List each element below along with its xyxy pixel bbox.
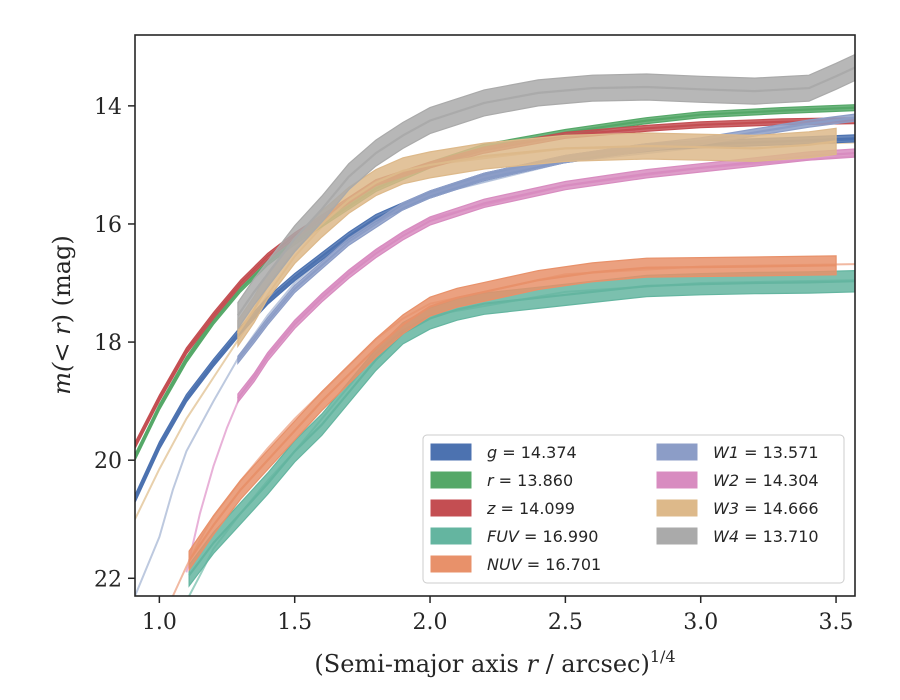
- legend-item-r: r = 13.860: [430, 471, 573, 490]
- y-axis-label: m(< r) (mag): [48, 235, 76, 395]
- x-axis-label-main: (Semi-major axis: [314, 650, 526, 678]
- series-band-w4: [237, 53, 855, 331]
- x-tick-label: 1.5: [277, 610, 312, 635]
- x-tick-label: 2.0: [413, 610, 448, 635]
- legend-item-w2: W2 = 14.304: [656, 471, 819, 490]
- legend-swatch: [430, 527, 472, 545]
- x-tick-label: 3.5: [819, 610, 854, 635]
- legend-label: FUV = 16.990: [487, 527, 598, 546]
- series-line-nuv: [188, 264, 837, 562]
- legend-item-w3: W3 = 14.666: [656, 499, 819, 518]
- legend-item-g: g = 14.374: [430, 443, 577, 462]
- legend-item-fuv: FUV = 16.990: [430, 527, 598, 546]
- plot-area: [135, 53, 855, 596]
- series-line-fuv: [188, 280, 855, 576]
- x-axis-label-var: r: [526, 650, 539, 678]
- legend-label: W4 = 13.710: [713, 527, 819, 546]
- series-line-w2: [237, 152, 855, 399]
- y-axis-ticks: 14 16 18 20 22: [94, 95, 135, 592]
- legend-label: W1 = 13.571: [713, 443, 819, 462]
- x-tick-label: 2.5: [548, 610, 583, 635]
- legend-label: W2 = 14.304: [713, 471, 819, 490]
- legend-swatch: [656, 471, 698, 489]
- series-band-nuv: [188, 255, 837, 572]
- legend-frame: [422, 434, 845, 584]
- series-band-w2: [237, 148, 855, 405]
- legend-swatch: [430, 555, 472, 573]
- x-tick-label: 3.0: [683, 610, 718, 635]
- legend: g = 14.374 r = 13.860 z = 14.099 FUV = 16.9…: [422, 434, 845, 584]
- legend-item-w4: W4 = 13.710: [656, 527, 819, 546]
- x-axis-label-exponent: 1/4: [650, 647, 676, 666]
- y-tick-label: 14: [94, 95, 122, 120]
- plot-frame: [134, 34, 856, 597]
- y-axis-label-var: < r: [48, 322, 76, 363]
- x-axis-label: (Semi-major axis r / arcsec)1/4: [314, 647, 675, 678]
- legend-label: W3 = 14.666: [713, 499, 819, 518]
- legend-swatch: [430, 443, 472, 461]
- legend-item-w1: W1 = 13.571: [656, 443, 819, 462]
- legend-label: NUV = 16.701: [487, 555, 601, 574]
- legend-swatch: [430, 471, 472, 489]
- y-tick-label: 22: [94, 567, 122, 592]
- thin-trace-w1: [135, 137, 855, 596]
- y-tick-label: 18: [94, 331, 122, 356]
- x-axis-ticks: 1.0 1.5 2.0 2.5 3.0 3.5: [142, 596, 854, 635]
- legend-label: r = 13.860: [487, 471, 573, 490]
- legend-item-nuv: NUV = 16.701: [430, 555, 601, 574]
- series-band-g: [135, 134, 855, 503]
- x-axis-label-rest: / arcsec): [538, 650, 650, 678]
- legend-item-z: z = 14.099: [430, 499, 575, 518]
- x-tick-label: 1.0: [142, 610, 177, 635]
- legend-swatch: [656, 527, 698, 545]
- y-tick-label: 16: [94, 213, 122, 238]
- y-axis-label-main: m(: [48, 362, 76, 395]
- y-tick-label: 20: [94, 449, 122, 474]
- series-line-w4: [236, 66, 855, 317]
- legend-swatch: [656, 499, 698, 517]
- legend-swatch: [430, 499, 472, 517]
- series-bands: [135, 53, 855, 588]
- legend-label: z = 14.099: [486, 499, 575, 518]
- legend-swatch: [656, 443, 698, 461]
- y-axis-label-rest: ) (mag): [48, 235, 76, 323]
- legend-label: g = 14.374: [487, 443, 577, 462]
